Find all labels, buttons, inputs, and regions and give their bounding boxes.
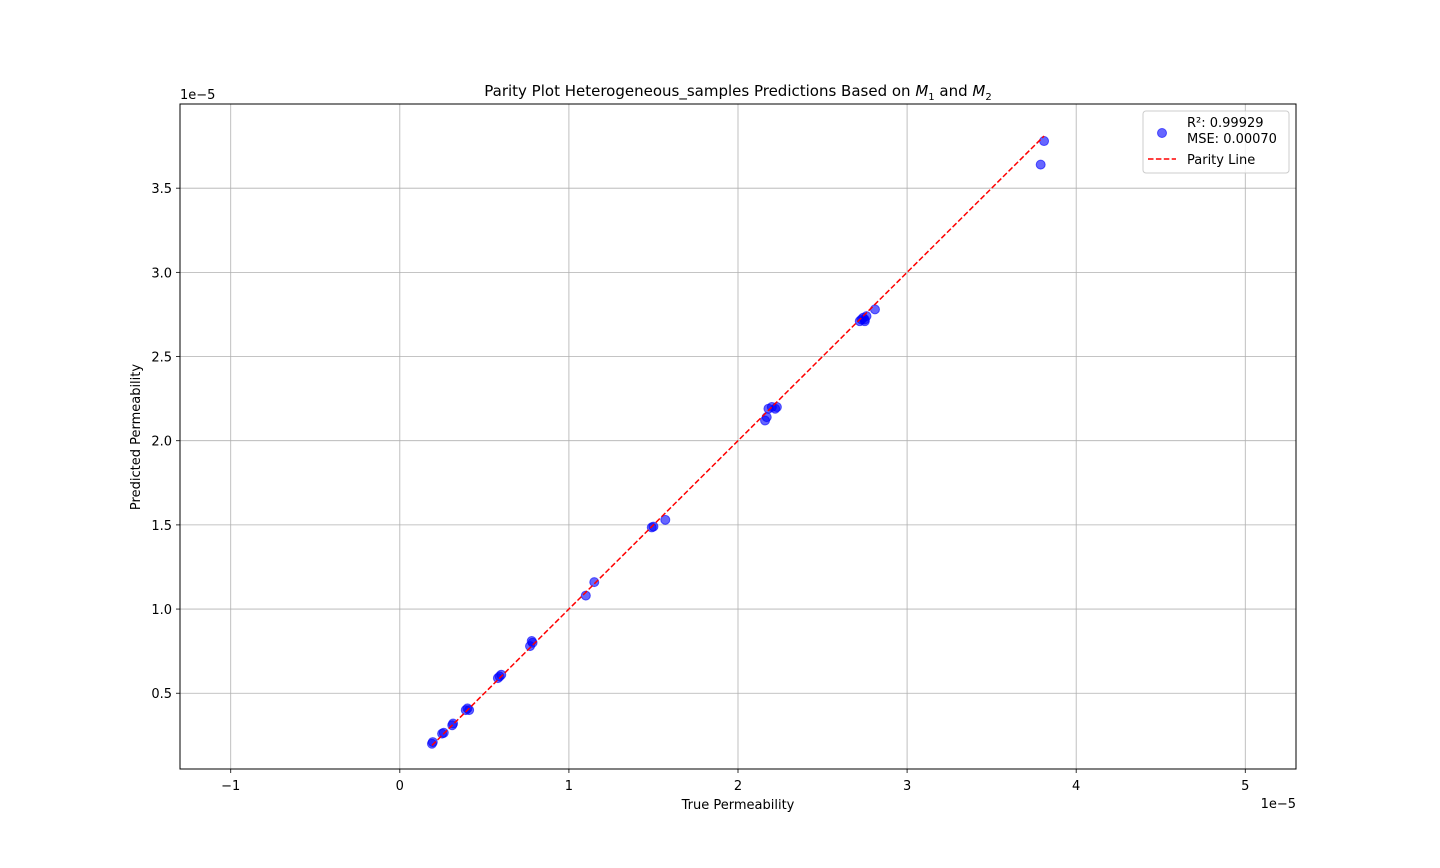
data-point — [580, 590, 591, 601]
title-m2: M — [972, 82, 985, 100]
legend: R²: 0.99929 MSE: 0.00070 Parity Line — [1142, 110, 1290, 174]
title-prefix: Parity Plot Heterogeneous_samples Predic… — [484, 82, 915, 101]
chart-title: Parity Plot Heterogeneous_samples Predic… — [484, 82, 992, 103]
x-tick-label: 0 — [396, 779, 404, 794]
scatter-points — [426, 136, 1050, 749]
x-tick-label: −1 — [221, 779, 240, 794]
x-tick-label: 2 — [734, 779, 742, 794]
y-tick-label: 0.5 — [151, 687, 172, 702]
data-point — [869, 304, 880, 315]
x-offset-label: 1e−5 — [1261, 797, 1296, 812]
x-tick-label: 5 — [1241, 779, 1249, 794]
grid-lines — [180, 104, 1296, 769]
data-point — [1035, 159, 1046, 170]
parity-line — [431, 135, 1045, 746]
x-ticks: −1 0 1 2 3 4 5 — [221, 769, 1249, 794]
data-point — [1039, 136, 1050, 147]
data-point — [427, 737, 438, 748]
data-point — [527, 637, 538, 648]
y-tick-label: 3.5 — [151, 182, 172, 197]
data-point — [464, 705, 475, 716]
legend-label-parity: Parity Line — [1187, 153, 1255, 168]
data-point — [660, 514, 671, 525]
y-tick-label: 1.0 — [151, 603, 172, 618]
y-axis-label: Predicted Permeability — [129, 364, 144, 510]
title-m2-sub: 2 — [985, 92, 991, 103]
y-tick-label: 3.0 — [151, 266, 172, 281]
legend-label-mse: MSE: 0.00070 — [1187, 132, 1277, 147]
x-axis-label: True Permeability — [681, 798, 795, 813]
data-point — [496, 669, 507, 680]
data-point — [589, 577, 600, 588]
data-point — [761, 412, 772, 423]
x-tick-label: 4 — [1072, 779, 1080, 794]
y-offset-label: 1e−5 — [180, 88, 215, 103]
legend-label-r2: R²: 0.99929 — [1187, 116, 1264, 131]
x-tick-label: 3 — [903, 779, 911, 794]
data-point — [771, 402, 782, 413]
data-point — [859, 314, 870, 325]
legend-marker-scatter — [1157, 128, 1167, 138]
legend-box — [1142, 110, 1290, 174]
y-ticks: 0.5 1.0 1.5 2.0 2.5 3.0 3.5 — [151, 182, 180, 702]
parity-line-group — [431, 135, 1045, 746]
y-tick-label: 1.5 — [151, 519, 172, 534]
title-m1-sub: 1 — [928, 92, 934, 103]
title-m1: M — [915, 82, 928, 100]
title-middle: and — [935, 82, 973, 100]
y-tick-label: 2.5 — [151, 351, 172, 366]
y-tick-label: 2.0 — [151, 435, 172, 450]
x-tick-label: 1 — [565, 779, 573, 794]
